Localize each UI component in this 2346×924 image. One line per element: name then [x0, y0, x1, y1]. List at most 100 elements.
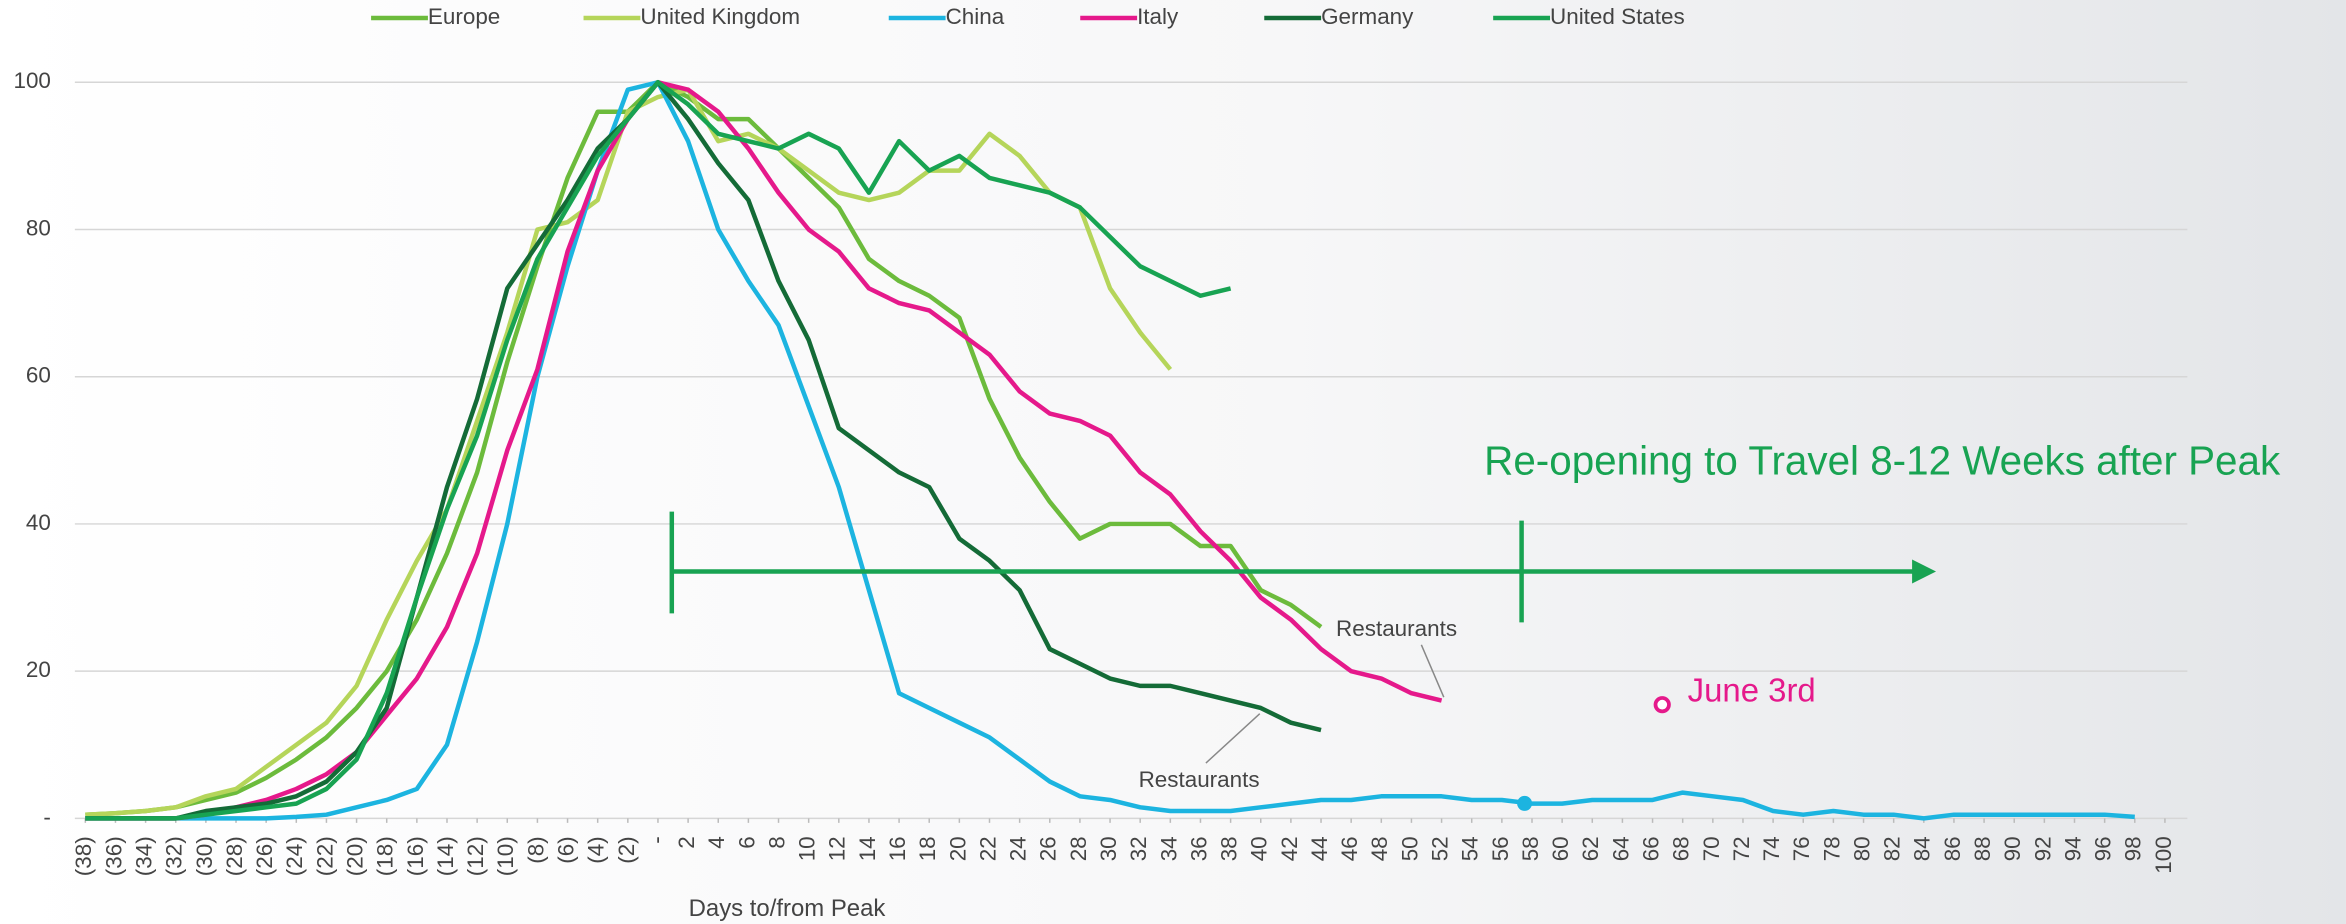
x-tick-label: 24 — [1006, 836, 1031, 861]
legend-label: United Kingdom — [640, 4, 800, 29]
x-tick-label: 72 — [1729, 836, 1754, 861]
y-tick-label: 40 — [26, 510, 51, 535]
annotation: June 3rd — [1688, 671, 1816, 708]
x-tick-label: (20) — [342, 836, 367, 876]
x-tick-label: (12) — [463, 836, 488, 876]
annotation: Restaurants — [1336, 616, 1457, 641]
x-tick-label: 14 — [855, 836, 880, 861]
annotation: Restaurants — [1139, 767, 1260, 792]
arrow-head — [1912, 559, 1937, 584]
x-tick-label: 2 — [674, 836, 699, 848]
x-tick-label: 60 — [1548, 836, 1573, 861]
legend-label: Germany — [1321, 4, 1414, 29]
x-tick-label: 76 — [1789, 836, 1814, 861]
x-tick-label: 12 — [825, 836, 850, 861]
x-tick-label: 4 — [704, 836, 729, 848]
x-tick-label: 36 — [1186, 836, 1211, 861]
x-tick-label: 40 — [1247, 836, 1272, 861]
annotation: Re-opening to Travel 8-12 Weeks after Pe… — [1484, 437, 2281, 483]
y-tick-label: 20 — [26, 657, 51, 682]
legend-label: United States — [1550, 4, 1685, 29]
series-line — [85, 87, 1173, 817]
x-tick-label: 78 — [1819, 836, 1844, 861]
x-tick-label: 92 — [2030, 836, 2055, 861]
series-line — [85, 80, 1323, 817]
leader-line — [1420, 644, 1445, 698]
x-tick-label: (18) — [373, 836, 398, 876]
x-tick-label: 8 — [764, 836, 789, 848]
x-tick-label: 22 — [975, 836, 1000, 861]
x-tick-label: (4) — [584, 836, 609, 863]
series-line — [85, 80, 1322, 821]
series-line — [85, 80, 2135, 821]
x-tick-label: (10) — [493, 836, 518, 876]
x-tick-label: 44 — [1307, 836, 1332, 861]
x-tick-label: 54 — [1458, 836, 1483, 861]
x-tick-label: 16 — [885, 836, 910, 861]
x-tick-label: 64 — [1608, 836, 1633, 861]
y-tick-label: 80 — [26, 215, 51, 240]
x-tick-label: (8) — [523, 836, 548, 863]
x-tick-label: 82 — [1880, 836, 1905, 861]
y-tick-label: 100 — [13, 68, 50, 93]
x-tick-label: (34) — [132, 836, 157, 876]
x-axis-label: Days to/from Peak — [689, 895, 886, 922]
x-tick-label: 18 — [915, 836, 940, 861]
x-tick-label: 10 — [795, 836, 820, 861]
x-tick-label: 42 — [1277, 836, 1302, 861]
x-tick-label: 34 — [1156, 836, 1181, 861]
x-tick-label: 66 — [1638, 836, 1663, 861]
x-tick-label: 100 — [2151, 836, 2176, 873]
x-tick-label: 28 — [1066, 836, 1091, 861]
x-tick-label: 38 — [1217, 836, 1242, 861]
x-tick-label: 46 — [1337, 836, 1362, 861]
x-tick-label: 56 — [1488, 836, 1513, 861]
marker — [1517, 795, 1533, 811]
series-line — [85, 80, 1232, 821]
x-tick-label: 70 — [1699, 836, 1724, 861]
x-tick-label: 20 — [945, 836, 970, 861]
x-tick-label: 98 — [2121, 836, 2146, 861]
x-tick-label: 30 — [1096, 836, 1121, 861]
x-tick-label: 68 — [1669, 836, 1694, 861]
x-tick-label: (32) — [162, 836, 187, 876]
x-tick-label: 86 — [1940, 836, 1965, 861]
series-line — [85, 80, 1443, 821]
x-tick-label: (2) — [614, 836, 639, 863]
x-tick-label: (30) — [192, 836, 217, 876]
x-tick-label: (24) — [282, 836, 307, 876]
x-tick-label: 58 — [1518, 836, 1543, 861]
x-tick-label: (16) — [403, 836, 428, 876]
legend-label: Europe — [428, 4, 500, 29]
x-tick-label: 88 — [1970, 836, 1995, 861]
x-tick-label: 48 — [1367, 836, 1392, 861]
x-tick-label: 96 — [2091, 836, 2116, 861]
x-tick-label: 32 — [1126, 836, 1151, 861]
x-tick-label: (26) — [252, 836, 277, 876]
legend-label: Italy — [1137, 4, 1179, 29]
x-tick-label: 6 — [734, 836, 759, 848]
x-tick-label: 26 — [1036, 836, 1061, 861]
x-tick-label: 84 — [1910, 836, 1935, 861]
x-tick-label: 74 — [1759, 836, 1784, 861]
x-tick-label: (14) — [433, 836, 458, 876]
x-tick-label: (28) — [222, 836, 247, 876]
x-tick-label: 50 — [1397, 836, 1422, 861]
x-tick-label: (38) — [71, 836, 96, 876]
x-tick-label: 62 — [1578, 836, 1603, 861]
x-tick-label: 52 — [1428, 836, 1453, 861]
y-tick-label: 60 — [26, 363, 51, 388]
marker — [1653, 696, 1671, 714]
x-tick-label: - — [644, 836, 669, 843]
x-tick-label: 94 — [2060, 836, 2085, 861]
x-tick-label: (6) — [553, 836, 578, 863]
x-tick-label: (22) — [312, 836, 337, 876]
x-tick-label: (36) — [101, 836, 126, 876]
leader-line — [1205, 713, 1261, 764]
x-tick-label: 80 — [1849, 836, 1874, 861]
x-tick-label: 90 — [2000, 836, 2025, 861]
legend-label: China — [946, 4, 1005, 29]
